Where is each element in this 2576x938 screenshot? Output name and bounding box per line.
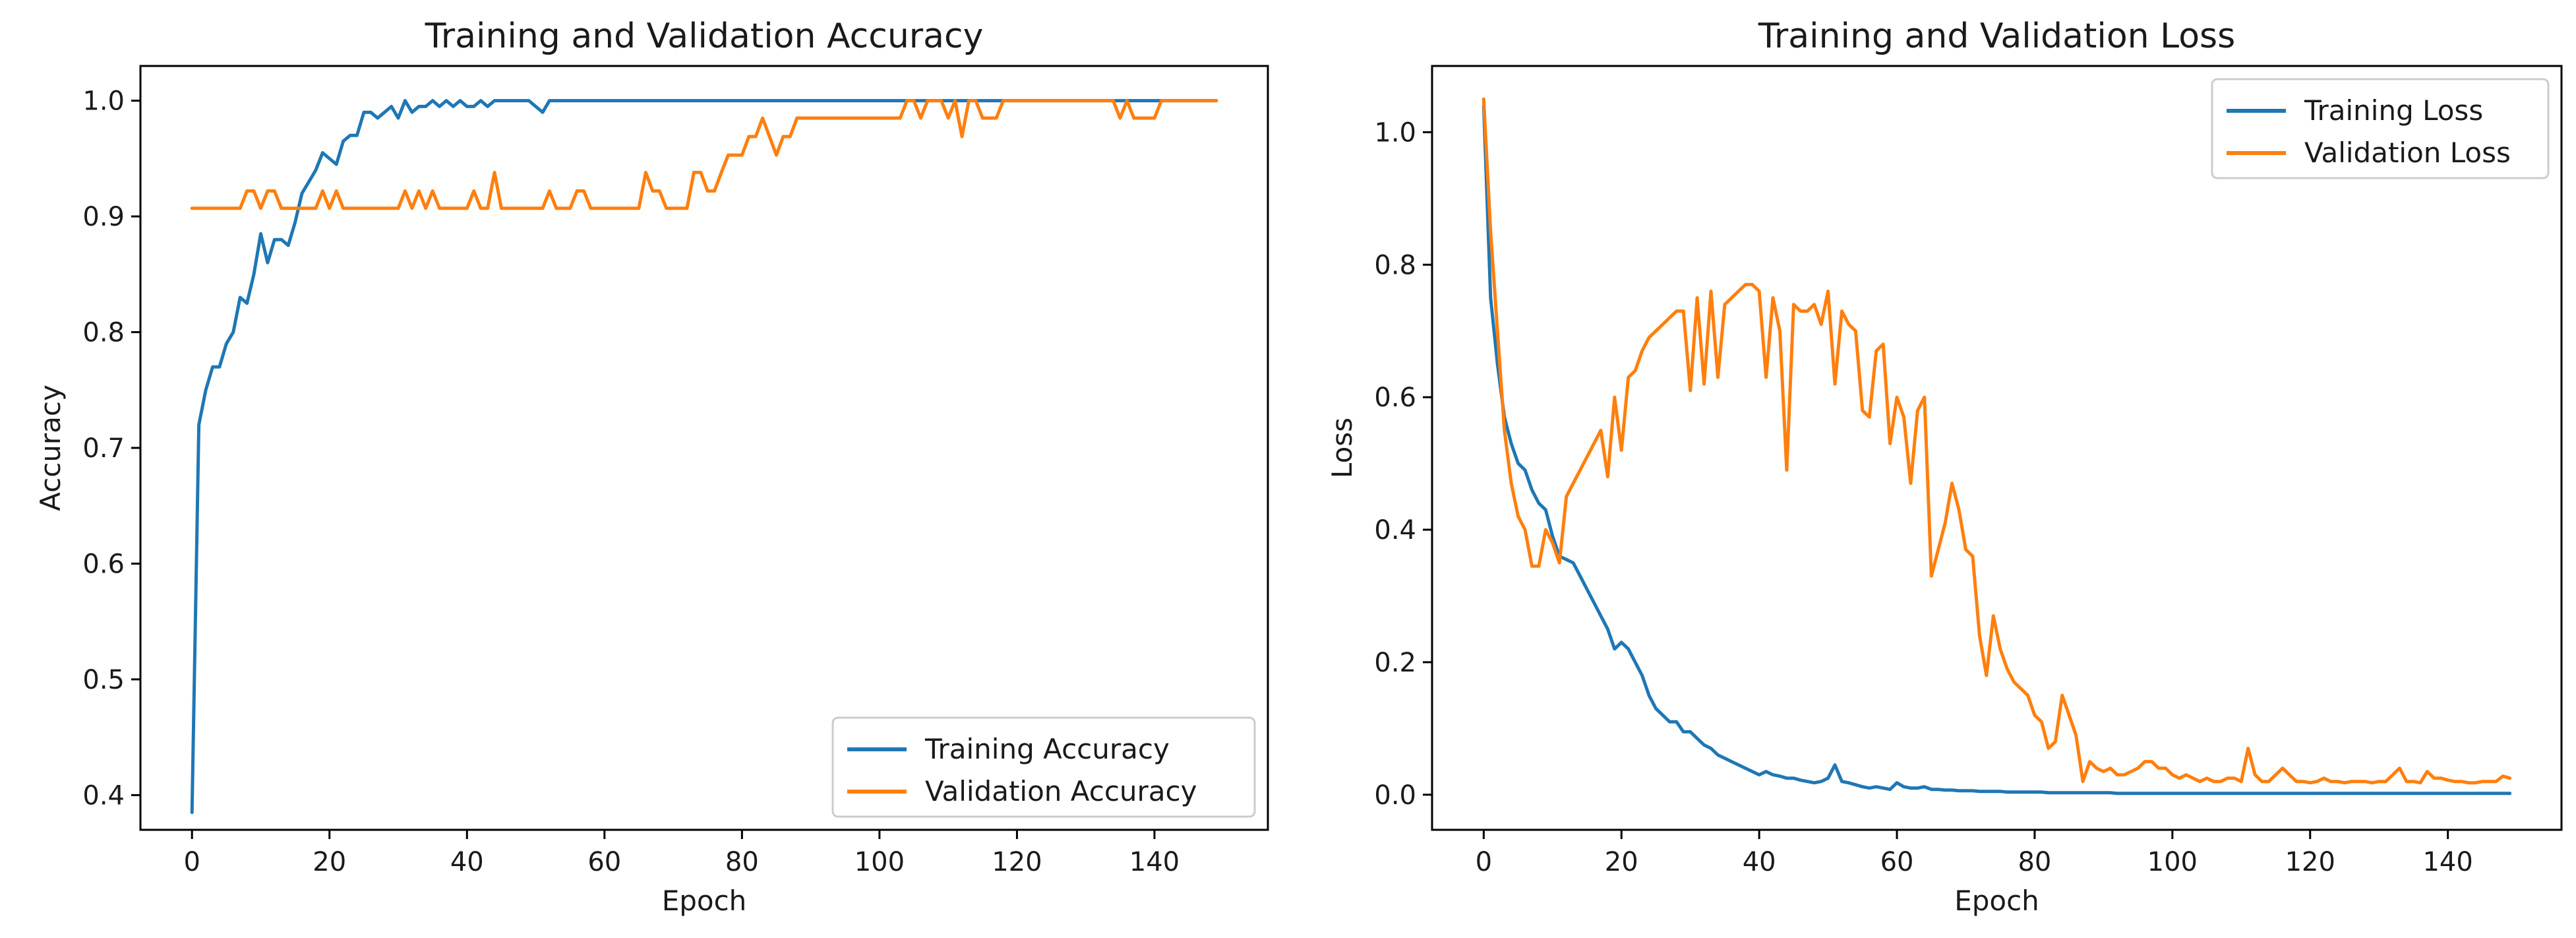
loss-x-tick-label: 60 xyxy=(1880,847,1914,877)
loss-x-tick-label: 80 xyxy=(2018,847,2051,877)
loss-legend-label-training: Training Loss xyxy=(2304,94,2483,127)
accuracy-y-tick-label: 0.8 xyxy=(82,318,125,348)
accuracy-x-tick-label: 40 xyxy=(450,847,484,877)
loss-legend-label-validation: Validation Loss xyxy=(2304,137,2511,169)
accuracy-x-tick-label: 140 xyxy=(1129,847,1180,877)
loss-y-tick-label: 0.2 xyxy=(1374,648,1416,678)
loss-legend-box xyxy=(2211,78,2550,179)
loss-x-tick-label: 120 xyxy=(2285,847,2335,877)
accuracy-y-tick-label: 0.4 xyxy=(82,780,125,811)
loss-x-tick-label: 20 xyxy=(1605,847,1638,877)
accuracy-series-validation-line xyxy=(190,99,1218,210)
loss-x-axis-label: Epoch xyxy=(1954,885,2039,917)
accuracy-y-tick-label: 0.5 xyxy=(82,665,125,695)
accuracy-y-axis-label: Accuracy xyxy=(34,385,67,511)
loss-x-tick-label: 0 xyxy=(1476,847,1492,877)
loss-legend: Training Loss Validation Loss xyxy=(2211,78,2550,179)
accuracy-x-tick-label: 20 xyxy=(313,847,346,877)
loss-x-tick-label: 100 xyxy=(2147,847,2198,877)
accuracy-legend: Training Accuracy Validation Accuracy xyxy=(831,716,1256,818)
loss-y-tick-label: 0.8 xyxy=(1374,250,1416,280)
accuracy-chart-title: Training and Validation Accuracy xyxy=(425,16,984,56)
accuracy-x-axis-label: Epoch xyxy=(662,885,747,917)
loss-chart-title: Training and Validation Loss xyxy=(1758,16,2235,56)
accuracy-chart: 0 20 40 60 80 100 120 140 0.4 0.5 0.6 0.7 0.8 0.9 1.0 T… xyxy=(34,16,1269,917)
accuracy-y-tick-label: 0.6 xyxy=(82,549,125,579)
loss-series-training-line xyxy=(1482,104,2512,796)
loss-x-tick-label: 140 xyxy=(2422,847,2472,877)
accuracy-y-tick-label: 0.9 xyxy=(82,202,125,232)
accuracy-y-tick-label: 0.7 xyxy=(82,433,125,464)
accuracy-legend-box xyxy=(831,716,1256,818)
loss-y-tick-label: 0.6 xyxy=(1374,383,1416,413)
accuracy-x-tick-label: 0 xyxy=(183,847,200,877)
loss-y-tick-label: 1.0 xyxy=(1374,117,1416,148)
accuracy-x-tick-label: 120 xyxy=(992,847,1042,877)
accuracy-x-tick-label: 100 xyxy=(854,847,905,877)
loss-series-validation-line xyxy=(1482,97,2512,785)
loss-y-tick-label: 0.4 xyxy=(1374,515,1416,546)
accuracy-legend-label-validation: Validation Accuracy xyxy=(925,775,1197,807)
loss-y-tick-label: 0.0 xyxy=(1374,780,1416,811)
loss-axes-frame xyxy=(1431,65,2563,831)
loss-chart: 0 20 40 60 80 100 120 140 0.0 0.2 0.4 0.6 0.8 1.0 Trai… xyxy=(1326,16,2563,917)
accuracy-x-tick-label: 60 xyxy=(587,847,621,877)
accuracy-legend-label-training: Training Accuracy xyxy=(924,733,1170,765)
accuracy-x-tick-label: 80 xyxy=(725,847,759,877)
accuracy-y-tick-label: 1.0 xyxy=(82,86,125,117)
loss-y-axis-label: Loss xyxy=(1326,418,1358,478)
loss-x-tick-label: 40 xyxy=(1743,847,1776,877)
